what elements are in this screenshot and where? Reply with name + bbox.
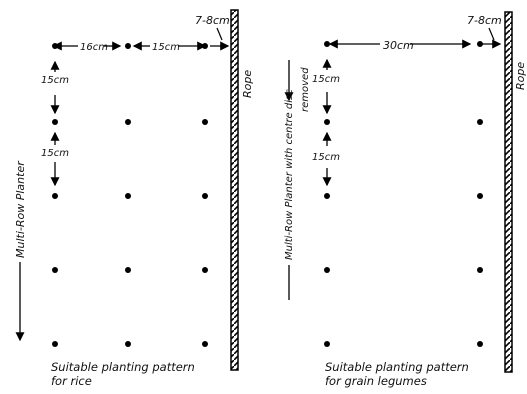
left-row-spacing-1-label: 15cm: [41, 75, 69, 86]
plant-dot: [125, 193, 131, 199]
plant-dot: [202, 193, 208, 199]
plant-dot: [52, 193, 58, 199]
left-caption-line1: Suitable planting pattern: [51, 360, 195, 374]
plant-dot: [324, 41, 330, 47]
right-row-spacing-1-label: 15cm: [312, 74, 340, 85]
plant-dot: [477, 119, 483, 125]
right-rope-offset-label: 7-8cm: [467, 14, 502, 27]
plant-dot: [477, 193, 483, 199]
left-caption: Suitable planting pattern for rice: [51, 360, 195, 388]
plant-dot: [52, 267, 58, 273]
left-row-spacing-2-label: 15cm: [41, 148, 69, 159]
left-caption-line2: for rice: [51, 374, 92, 388]
left-plant-dots: [52, 43, 208, 347]
plant-dot: [477, 341, 483, 347]
right-row-spacing-2-label: 15cm: [312, 152, 340, 163]
right-caption-line2: for grain legumes: [325, 374, 427, 388]
plant-dot: [477, 267, 483, 273]
plant-dot: [202, 43, 208, 49]
right-rope-offset-arrow: [488, 27, 495, 41]
left-spacing-16cm-label: 16cm: [80, 42, 108, 53]
plant-dot: [324, 119, 330, 125]
plant-dot: [324, 267, 330, 273]
plant-dot: [125, 119, 131, 125]
plant-dot: [202, 267, 208, 273]
plant-dot: [202, 341, 208, 347]
plant-dot: [52, 341, 58, 347]
plant-dot: [477, 41, 483, 47]
plant-dot: [202, 119, 208, 125]
right-rope-label: Rope: [514, 62, 527, 90]
left-rope-offset-label: 7-8cm: [195, 14, 230, 27]
right-plant-dots: [324, 41, 483, 347]
left-planter-label: Multi-Row Planter: [14, 160, 27, 258]
plant-dot: [125, 267, 131, 273]
left-rope: [230, 9, 239, 371]
right-panel-grain-legumes: Rope 30cm 7-8cm 15cm 15cm Multi-Row Plan…: [284, 11, 527, 373]
right-planter-label-line2: removed: [300, 67, 311, 112]
right-caption: Suitable planting pattern for grain legu…: [325, 360, 469, 388]
left-rope-offset-arrow: [216, 27, 223, 41]
left-rope-label: Rope: [241, 70, 254, 98]
plant-dot: [52, 119, 58, 125]
right-rope: [504, 11, 513, 373]
plant-dot: [125, 43, 131, 49]
right-planter-label-line1: Multi-Row Planter with centre disc: [284, 89, 295, 260]
plant-dot: [125, 341, 131, 347]
plant-dot: [52, 43, 58, 49]
plant-dot: [324, 341, 330, 347]
right-spacing-30cm-label: 30cm: [383, 39, 414, 52]
left-panel-rice: Rope 16cm 15cm 7-8cm 15cm 15cm Multi-Row…: [14, 9, 254, 371]
right-caption-line1: Suitable planting pattern: [325, 360, 469, 374]
left-spacing-15cm-label: 15cm: [152, 42, 180, 53]
plant-dot: [324, 193, 330, 199]
